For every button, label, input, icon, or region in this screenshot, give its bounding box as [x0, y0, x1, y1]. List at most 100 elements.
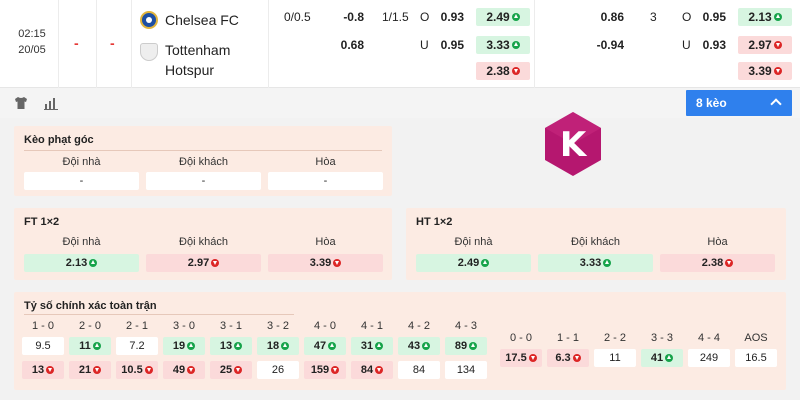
ft-home-odds[interactable]: 2.13: [24, 254, 139, 272]
score-odds-bottom[interactable]: 26: [257, 361, 299, 379]
odds-up-icon: [511, 13, 520, 21]
score-odds[interactable]: 249: [688, 349, 730, 367]
odds-up-icon: [328, 342, 337, 350]
divider: [268, 0, 269, 88]
score-label: AOS: [744, 332, 768, 344]
score-label: 3 - 2: [266, 320, 289, 332]
odds-down-icon: [211, 259, 220, 267]
divider: [534, 0, 535, 88]
shirt-icon[interactable]: [14, 96, 28, 110]
ft-over-cell[interactable]: 1/1.5 O 0.93: [376, 8, 470, 26]
ft-handicap-away-odds: 0.68: [340, 38, 364, 52]
h2-under-cell[interactable]: U 0.93: [638, 36, 732, 54]
chelsea-crest-icon: [140, 11, 158, 29]
score-odds-bottom[interactable]: 84: [351, 361, 393, 379]
score-odds-top[interactable]: 19: [163, 337, 205, 355]
corner-label-draw: Hòa: [315, 156, 336, 168]
ft-1x2-draw-button[interactable]: 2.38: [476, 62, 530, 80]
h2-over-cell[interactable]: 3 O 0.95: [638, 8, 732, 26]
more-odds-button[interactable]: 8 kèo: [686, 90, 792, 116]
ft-label-home: Đội nhà: [62, 236, 101, 248]
score-odds-top[interactable]: 47: [304, 337, 346, 355]
corner-kick-title: Kèo phạt góc: [24, 134, 94, 146]
h2-1x2-away-button[interactable]: 2.97: [738, 36, 792, 54]
ht-draw-odds[interactable]: 2.38: [660, 254, 775, 272]
ft-ou-line: 1/1.5: [382, 10, 409, 24]
score-odds-bottom[interactable]: 10.5: [116, 361, 158, 379]
divider: [58, 0, 59, 88]
ft-under-cell[interactable]: U 0.95: [376, 36, 470, 54]
ht-home-odds[interactable]: 2.49: [416, 254, 531, 272]
h2-handicap-away-cell[interactable]: -0.94: [538, 36, 630, 54]
corner-draw-odds[interactable]: -: [268, 172, 383, 190]
score-odds-bottom[interactable]: 21: [69, 361, 111, 379]
ft-away-odds[interactable]: 2.97: [146, 254, 261, 272]
ft-handicap-home-odds: -0.8: [343, 10, 364, 24]
h2-handicap-away-odds: -0.94: [596, 38, 624, 52]
odds-up-icon: [281, 342, 290, 350]
score-odds-top[interactable]: 13: [210, 337, 252, 355]
odds-down-icon: [375, 366, 384, 374]
h2-1x2-draw-button[interactable]: 3.39: [738, 62, 792, 80]
score-odds-top[interactable]: 11: [69, 337, 111, 355]
score-label: 1 - 0: [31, 320, 54, 332]
stats-icon[interactable]: [44, 96, 58, 110]
odds-down-icon: [511, 67, 520, 75]
score-odds-bottom[interactable]: 84: [398, 361, 440, 379]
ft-1x2-away-button[interactable]: 3.33: [476, 36, 530, 54]
h2-handicap-home-cell[interactable]: 0.86: [538, 8, 630, 26]
score-odds-top[interactable]: 7.2: [116, 337, 158, 355]
divider: [131, 0, 132, 88]
h2-ou-line: 3: [650, 10, 657, 24]
score-odds-bottom[interactable]: 159: [304, 361, 346, 379]
away-score: -: [110, 35, 115, 51]
score-odds[interactable]: 6.3: [547, 349, 589, 367]
odds-down-icon: [331, 366, 340, 374]
ft-handicap-line: 0/0.5: [284, 10, 311, 24]
h2-under-odds: 0.93: [702, 38, 726, 52]
score-label: 2 - 1: [125, 320, 148, 332]
corner-away-odds[interactable]: -: [146, 172, 261, 190]
corner-home-odds[interactable]: -: [24, 172, 139, 190]
score-odds[interactable]: 16.5: [735, 349, 777, 367]
h2-1x2-home-button[interactable]: 2.13: [738, 8, 792, 26]
score-label: 3 - 0: [172, 320, 195, 332]
score-odds-bottom[interactable]: 13: [22, 361, 64, 379]
odds-down-icon: [187, 366, 196, 374]
score-odds[interactable]: 17.5: [500, 349, 542, 367]
score-odds-top[interactable]: 9.5: [22, 337, 64, 355]
h2-handicap-home-odds: 0.86: [600, 10, 624, 24]
odds-up-icon: [481, 259, 490, 267]
score-odds-top[interactable]: 18: [257, 337, 299, 355]
ft-label-draw: Hòa: [315, 236, 336, 248]
odds-down-icon: [773, 67, 782, 75]
score-odds-top[interactable]: 43: [398, 337, 440, 355]
away-team[interactable]: Tottenham Hotspur: [140, 40, 230, 80]
ft-handicap-away-cell[interactable]: 0.68: [278, 36, 370, 54]
score-odds-top[interactable]: 31: [351, 337, 393, 355]
ft-1x2-panel: FT 1×2 Đội nhà Đội khách Hòa 2.13 2.97 3…: [14, 208, 392, 280]
score-odds-bottom[interactable]: 49: [163, 361, 205, 379]
ft-1x2-home-button[interactable]: 2.49: [476, 8, 530, 26]
h2-under-label: U: [682, 38, 691, 52]
ft-draw-odds[interactable]: 3.39: [268, 254, 383, 272]
home-team[interactable]: Chelsea FC: [140, 10, 239, 30]
h2-over-odds: 0.95: [702, 10, 726, 24]
ft-1x2-title: FT 1×2: [24, 216, 60, 228]
odds-up-icon: [773, 13, 782, 21]
odds-up-icon: [234, 342, 243, 350]
match-time: 02:15 20/05: [10, 26, 54, 58]
odds-up-icon: [422, 342, 431, 350]
tottenham-crest-icon: [140, 43, 158, 61]
score-odds[interactable]: 41: [641, 349, 683, 367]
score-odds[interactable]: 11: [594, 349, 636, 367]
corner-kick-panel: Kèo phạt góc Đội nhà Đội khách Hòa - - -: [14, 126, 392, 196]
ft-label-away: Đội khách: [179, 236, 228, 248]
score-label: 4 - 1: [360, 320, 383, 332]
ht-away-odds[interactable]: 3.33: [538, 254, 653, 272]
score-odds-top[interactable]: 89: [445, 337, 487, 355]
score-label: 1 - 1: [556, 332, 579, 344]
score-odds-bottom[interactable]: 25: [210, 361, 252, 379]
ft-handicap-home-cell[interactable]: 0/0.5 -0.8: [278, 8, 370, 26]
score-odds-bottom[interactable]: 134: [445, 361, 487, 379]
